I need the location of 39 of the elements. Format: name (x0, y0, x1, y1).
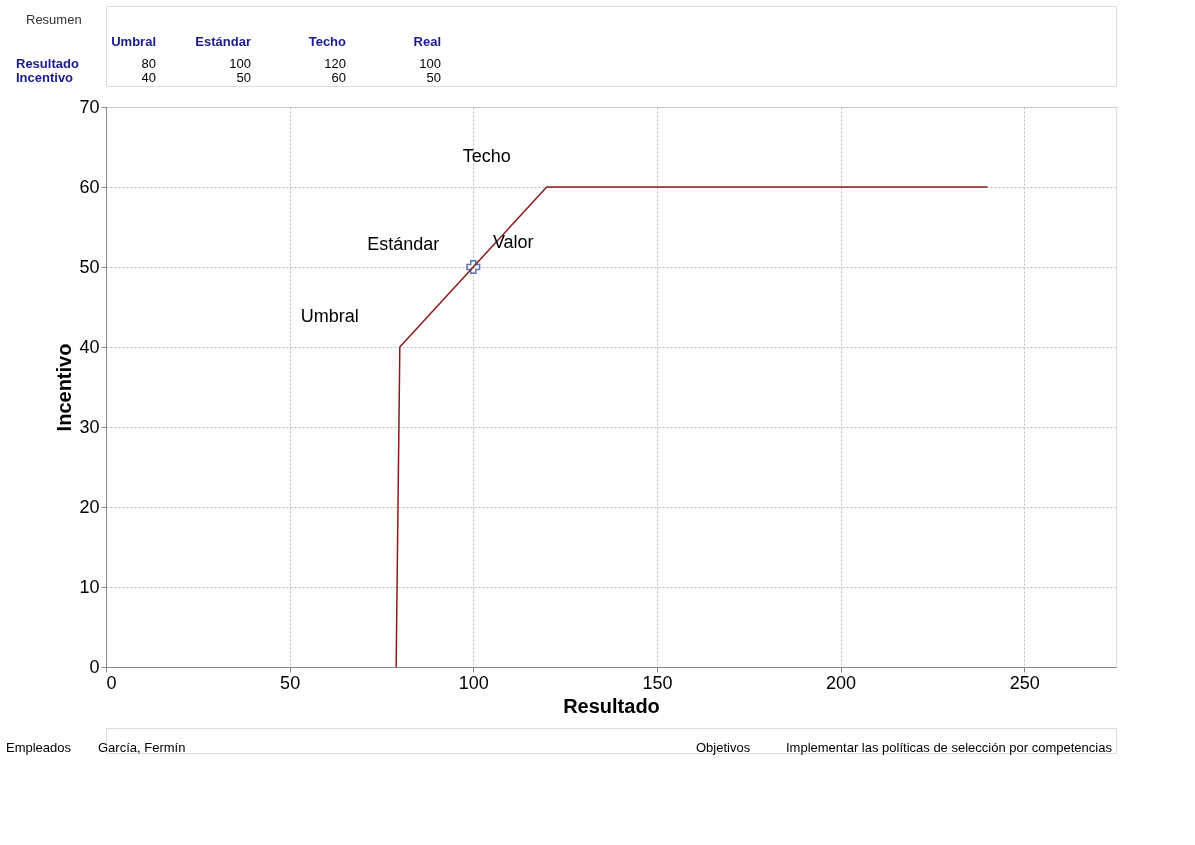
y-axis-title: Incentivo (53, 343, 76, 432)
annotation: Valor (492, 232, 534, 252)
text: 40 (141, 70, 156, 85)
y-tick-label: 40 (79, 336, 100, 357)
text: Techo (308, 34, 347, 49)
x-tick-label: 100 (458, 672, 489, 693)
annotation: Techo (462, 146, 511, 166)
text: Umbral (111, 34, 156, 49)
annotation: Estándar (367, 234, 440, 254)
x-tick-label: 0 (106, 672, 117, 693)
text: Resultado (16, 56, 79, 71)
x-axis-title: Resultado (563, 694, 660, 717)
text: Estándar (195, 34, 251, 49)
text: Objetivos (696, 740, 751, 755)
text: García, Fermín (98, 740, 186, 755)
y-tick-label: 0 (89, 656, 100, 677)
y-tick-label: 70 (79, 96, 100, 117)
text: Implementar las políticas de selección por competencias (786, 740, 1113, 755)
x-tick-label: 250 (1009, 672, 1040, 693)
x-tick-label: 150 (642, 672, 673, 693)
annotation: Umbral (300, 306, 359, 326)
text: 50 (236, 70, 251, 85)
text: Real (413, 34, 441, 49)
text: 50 (426, 70, 441, 85)
x-tick-label: 50 (280, 672, 301, 693)
text: 100 (419, 56, 441, 71)
text: Incentivo (16, 70, 74, 85)
y-tick-label: 10 (79, 576, 100, 597)
text: 120 (324, 56, 346, 71)
text: Resumen (26, 12, 82, 27)
text: Empleados (6, 740, 72, 755)
text: 80 (141, 56, 156, 71)
text: 60 (331, 70, 346, 85)
y-tick-label: 50 (79, 256, 100, 277)
x-tick-label: 200 (826, 672, 857, 693)
text: 100 (229, 56, 251, 71)
y-tick-label: 60 (79, 176, 100, 197)
y-tick-label: 30 (79, 416, 100, 437)
y-tick-label: 20 (79, 496, 100, 517)
